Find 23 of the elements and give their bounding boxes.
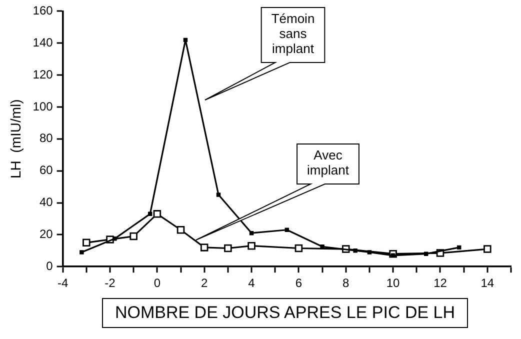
y-tick-label: 0	[46, 258, 54, 273]
annotation: Témoin sans implant	[271, 11, 315, 56]
y-tick-label: 80	[39, 131, 54, 146]
y-tick-label: 140	[32, 35, 54, 50]
x-tick-label: 14	[480, 276, 494, 290]
x-tick-label: 10	[386, 276, 400, 290]
annotation: Avec implant	[307, 148, 350, 178]
x-tick-label: 12	[434, 276, 448, 290]
y-tick-label: 160	[32, 4, 54, 18]
x-axis-title: NOMBRE DE JOURS APRES LE PIC DE LH	[102, 298, 468, 328]
x-tick-label: -2	[104, 276, 116, 290]
x-tick-label: 8	[342, 276, 350, 290]
y-axis-title: LH (mIU/ml)	[7, 99, 24, 179]
y-tick-label: 100	[32, 99, 54, 114]
x-tick-label: 6	[295, 276, 302, 290]
x-tick-label: -4	[57, 276, 68, 290]
y-tick-label: 40	[39, 195, 54, 210]
y-tick-label: 20	[39, 226, 54, 241]
x-tick-label: 2	[201, 276, 208, 290]
y-tick-label: 120	[32, 67, 54, 82]
x-tick-label: 0	[154, 276, 161, 290]
x-tick-label: 4	[248, 276, 256, 290]
y-tick-label: 60	[39, 163, 54, 178]
